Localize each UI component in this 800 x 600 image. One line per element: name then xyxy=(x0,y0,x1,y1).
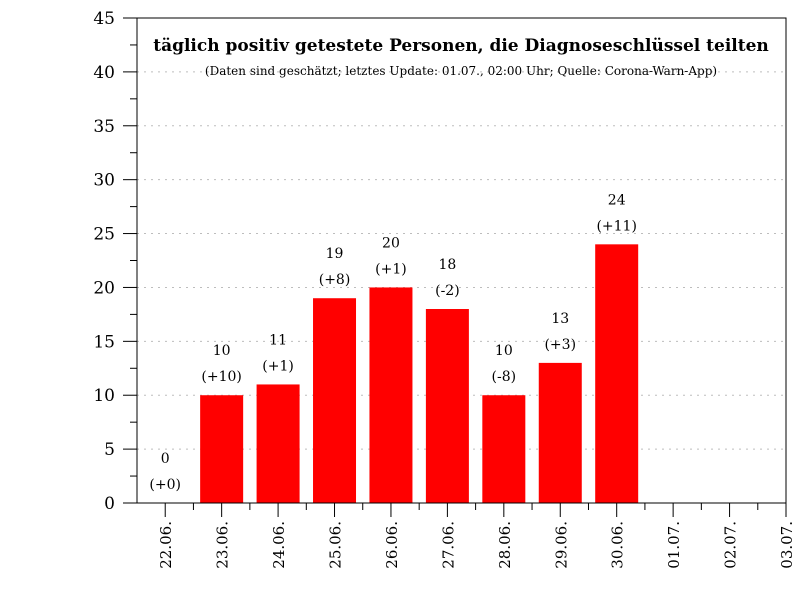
bar-value-label: 13 xyxy=(551,311,569,327)
x-tick-label: 02.07. xyxy=(722,521,740,569)
bar xyxy=(313,298,357,503)
y-axis: 0 5 10 15 20 25 30 35 40 45 xyxy=(93,9,137,514)
y-tick-label: 25 xyxy=(93,225,115,245)
bar xyxy=(538,362,582,503)
chart-title: täglich positiv getestete Personen, die … xyxy=(153,36,769,56)
x-tick-label: 03.07. xyxy=(778,521,796,569)
x-tick-label: 29.06. xyxy=(552,521,570,569)
x-tick-label: 27.06. xyxy=(439,521,457,569)
x-tick-label: 28.06. xyxy=(496,521,514,569)
bar-change-label: (+1) xyxy=(375,261,407,277)
x-tick-label: 01.07. xyxy=(665,521,683,569)
x-tick-label: 23.06. xyxy=(214,521,232,569)
x-tick-label: 26.06. xyxy=(383,521,401,569)
grid-lines xyxy=(137,71,786,450)
bar xyxy=(595,244,639,504)
x-tick-label: 30.06. xyxy=(609,521,627,569)
y-tick-label: 30 xyxy=(93,171,115,191)
bar-value-label: 10 xyxy=(213,343,231,359)
chart-subtitle: (Daten sind geschätzt; letztes Update: 0… xyxy=(205,64,717,78)
y-tick-label: 10 xyxy=(93,386,115,406)
bar-change-label: (-8) xyxy=(492,369,517,385)
bar-change-label: (+3) xyxy=(544,337,576,353)
bar xyxy=(482,395,526,503)
bar xyxy=(425,309,469,503)
data-labels: 0 (+0) 10 (+10) 11 (+1) 19 (+8) 20 (+1) 18 (-2) 10 (-… xyxy=(149,192,636,493)
y-tick-label: 45 xyxy=(93,9,115,29)
y-tick-label: 0 xyxy=(104,494,115,514)
y-tick-label: 35 xyxy=(93,117,115,137)
y-tick-label: 15 xyxy=(93,332,115,352)
bar-change-label: (+10) xyxy=(201,369,241,385)
x-tick-label: 24.06. xyxy=(270,521,288,569)
bar-value-label: 11 xyxy=(269,332,287,348)
bar-change-label: (+11) xyxy=(596,218,636,234)
bar xyxy=(369,287,413,503)
bar-value-label: 0 xyxy=(161,451,170,467)
x-tick-label: 22.06. xyxy=(157,521,175,569)
x-tick-label: 25.06. xyxy=(327,521,345,569)
bar-value-label: 19 xyxy=(326,246,344,262)
y-tick-label: 5 xyxy=(104,440,115,460)
bar-value-label: 10 xyxy=(495,343,513,359)
bar-value-label: 24 xyxy=(608,192,626,208)
bar-value-label: 18 xyxy=(438,257,456,273)
bar xyxy=(256,384,300,503)
bar-value-label: 20 xyxy=(382,235,400,251)
y-tick-label: 40 xyxy=(93,63,115,83)
bar xyxy=(200,395,244,503)
bar-change-label: (+8) xyxy=(319,272,351,288)
bars xyxy=(200,244,639,504)
y-tick-label: 20 xyxy=(93,278,115,298)
bar-change-label: (-2) xyxy=(435,283,460,299)
x-axis: 22.06. 23.06. 24.06. 25.06. 26.06. 27.06. 28.0… xyxy=(157,503,796,569)
bar-change-label: (+1) xyxy=(262,358,294,374)
bar-change-label: (+0) xyxy=(149,477,181,493)
